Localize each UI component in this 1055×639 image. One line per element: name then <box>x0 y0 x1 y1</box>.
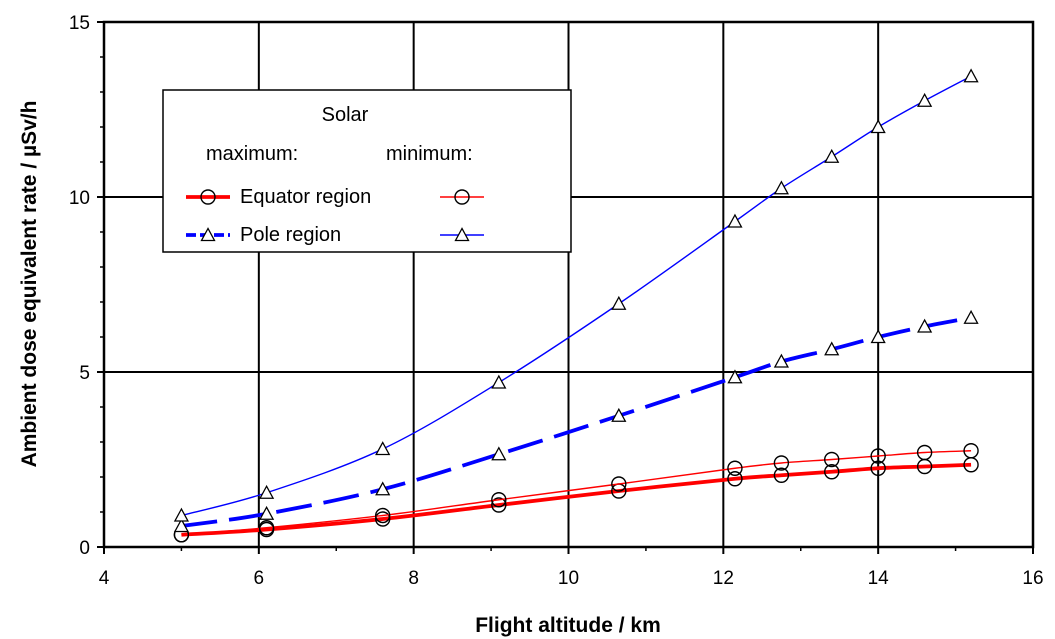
series-pole-region-solar-maximum <box>173 309 979 533</box>
x-tick-label: 12 <box>713 568 734 589</box>
legend-marker-equator-region-solar-maximum <box>200 189 216 205</box>
y-tick-label: 10 <box>69 188 90 209</box>
data-point-pole-region-solar-minimum <box>491 374 507 389</box>
data-point-pole-region-solar-minimum <box>963 68 979 83</box>
legend-marker-equator-region-solar-minimum <box>454 189 470 205</box>
legend-col-min: minimum: <box>386 143 473 165</box>
data-point-pole-region-solar-maximum <box>727 369 743 384</box>
data-point-pole-region-solar-maximum <box>870 329 886 344</box>
data-point-pole-region-solar-minimum <box>375 441 391 456</box>
data-point-equator-region-solar-minimum <box>727 460 743 476</box>
axis-ticks: 4 6 8 10 12 14 16 0 5 10 15 <box>69 13 1044 589</box>
data-point-equator-region-solar-minimum <box>916 444 933 461</box>
x-tick-label: 14 <box>868 568 890 589</box>
data-point-pole-region-solar-maximum <box>773 353 789 368</box>
x-tick-label: 8 <box>408 568 419 589</box>
data-point-equator-region-solar-minimum <box>824 451 840 468</box>
data-point-pole-region-solar-maximum <box>963 309 979 324</box>
y-tick-label: 0 <box>79 538 90 559</box>
data-point-equator-region-solar-minimum <box>963 443 979 459</box>
series-line-equator-region-solar-minimum <box>181 450 972 536</box>
series-layer <box>173 68 979 543</box>
data-point-pole-region-solar-maximum <box>491 446 507 461</box>
data-point-pole-region-solar-maximum <box>258 505 275 520</box>
data-point-pole-region-solar-minimum <box>611 295 627 310</box>
y-tick-label: 5 <box>79 363 90 384</box>
legend-header: Solar <box>322 104 369 126</box>
data-point-equator-region-solar-minimum <box>611 476 627 492</box>
data-point-equator-region-solar-maximum <box>491 497 507 513</box>
data-point-equator-region-solar-minimum <box>491 492 507 508</box>
data-point-pole-region-solar-maximum <box>611 407 627 422</box>
data-point-pole-region-solar-minimum <box>173 507 190 522</box>
data-point-equator-region-solar-minimum <box>773 455 790 471</box>
data-point-pole-region-solar-maximum <box>917 318 933 333</box>
data-point-equator-region-solar-minimum <box>258 520 275 536</box>
legend-row-pole: Pole region <box>240 224 341 246</box>
data-point-pole-region-solar-minimum <box>824 148 840 163</box>
data-point-pole-region-solar-maximum <box>824 341 840 356</box>
legend-row-equator: Equator region <box>240 186 371 208</box>
series-equator-region-solar-maximum <box>173 457 979 543</box>
data-point-pole-region-solar-maximum <box>375 481 391 496</box>
data-point-equator-region-solar-maximum <box>870 460 886 476</box>
x-tick-label: 6 <box>254 568 265 589</box>
data-point-pole-region-solar-maximum <box>173 518 190 533</box>
series-pole-region-solar-minimum <box>173 68 979 522</box>
series-line-equator-region-solar-maximum <box>181 462 972 537</box>
x-tick-label: 10 <box>558 568 579 589</box>
x-tick-label: 4 <box>99 568 110 589</box>
y-axis-title: Ambient dose equivalent rate / µSv/h <box>18 101 41 468</box>
legend-frame <box>162 89 572 253</box>
data-point-pole-region-solar-minimum <box>258 484 275 499</box>
data-point-pole-region-solar-minimum <box>773 180 789 195</box>
data-point-equator-region-solar-minimum <box>375 507 391 524</box>
data-point-pole-region-solar-minimum <box>870 119 886 134</box>
x-tick-label: 16 <box>1022 568 1043 589</box>
series-equator-region-solar-minimum <box>173 443 979 543</box>
data-point-equator-region-solar-maximum <box>727 471 743 487</box>
legend-col-max: maximum: <box>206 143 298 165</box>
y-tick-label: 15 <box>69 13 90 34</box>
data-point-equator-region-solar-minimum <box>870 448 886 464</box>
x-axis-title: Flight altitude / km <box>475 614 661 637</box>
data-point-equator-region-solar-maximum <box>824 464 840 480</box>
data-point-equator-region-solar-maximum <box>773 467 790 483</box>
data-point-pole-region-solar-minimum <box>727 213 743 228</box>
data-point-equator-region-solar-maximum <box>375 511 391 527</box>
legend: Solar maximum: minimum: Equator region P… <box>162 89 572 253</box>
data-point-pole-region-solar-minimum <box>917 92 933 107</box>
legend-marker-pole-region-solar-minimum <box>454 227 470 242</box>
legend-marker-pole-region-solar-maximum <box>200 227 216 242</box>
